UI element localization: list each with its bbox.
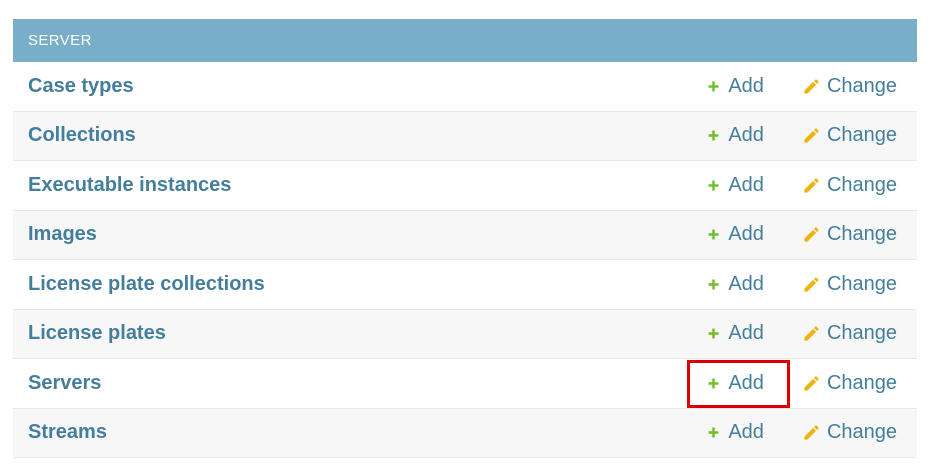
pencil-icon <box>802 423 821 442</box>
plus-icon <box>706 79 721 94</box>
model-row: Streams Add Change <box>13 408 917 458</box>
model-name-cell: Streams <box>13 421 706 444</box>
change-label: Change <box>826 371 897 394</box>
model-link[interactable]: License plate collections <box>28 272 265 295</box>
change-link[interactable]: Change <box>802 322 897 345</box>
pencil-icon <box>802 225 821 244</box>
model-row: Images Add Change <box>13 210 917 260</box>
add-link[interactable]: Add <box>706 273 764 296</box>
plus-icon <box>706 128 721 143</box>
add-link[interactable]: Add <box>706 421 764 444</box>
plus-icon <box>706 425 721 440</box>
add-label: Add <box>728 421 764 444</box>
pencil-icon <box>802 176 821 195</box>
model-link[interactable]: Images <box>28 223 97 246</box>
add-label: Add <box>728 272 764 295</box>
plus-icon <box>706 227 721 242</box>
change-label: Change <box>826 223 897 246</box>
change-link[interactable]: Change <box>802 273 897 296</box>
model-link[interactable]: Case types <box>28 74 134 97</box>
change-label: Change <box>826 173 897 196</box>
app-section-title-link[interactable]: SERVER <box>28 32 92 49</box>
change-link[interactable]: Change <box>802 372 897 395</box>
change-link[interactable]: Change <box>802 223 897 246</box>
change-label: Change <box>826 322 897 345</box>
change-label: Change <box>826 421 897 444</box>
change-link[interactable]: Change <box>802 421 897 444</box>
pencil-icon <box>802 324 821 343</box>
model-row: License plates Add Change <box>13 309 917 359</box>
model-link[interactable]: License plates <box>28 322 166 345</box>
model-name-cell: License plate collections <box>13 273 706 296</box>
app-section-header: SERVER <box>13 19 917 62</box>
model-row: License plate collections Add Change <box>13 260 917 310</box>
pencil-icon <box>802 275 821 294</box>
change-link[interactable]: Change <box>802 75 897 98</box>
model-link[interactable]: Executable instances <box>28 173 232 196</box>
plus-icon <box>706 376 721 391</box>
plus-icon <box>706 178 721 193</box>
model-row: Collections Add Change <box>13 111 917 161</box>
plus-icon <box>706 277 721 292</box>
model-name-cell: Collections <box>13 124 706 147</box>
add-label: Add <box>728 173 764 196</box>
plus-icon <box>706 326 721 341</box>
add-link[interactable]: Add <box>706 124 764 147</box>
pencil-icon <box>802 77 821 96</box>
pencil-icon <box>802 126 821 145</box>
model-name-cell: Executable instances <box>13 174 706 197</box>
change-label: Change <box>826 272 897 295</box>
model-link[interactable]: Streams <box>28 421 107 444</box>
model-row: Case types Add Change <box>13 62 917 112</box>
add-label: Add <box>728 371 764 394</box>
change-link[interactable]: Change <box>802 174 897 197</box>
add-link[interactable]: Add <box>706 322 764 345</box>
change-link[interactable]: Change <box>802 124 897 147</box>
add-link[interactable]: Add <box>706 75 764 98</box>
change-label: Change <box>826 124 897 147</box>
model-name-cell: License plates <box>13 322 706 345</box>
add-label: Add <box>728 223 764 246</box>
model-link[interactable]: Collections <box>28 124 136 147</box>
pencil-icon <box>802 374 821 393</box>
add-label: Add <box>728 74 764 97</box>
add-label: Add <box>728 124 764 147</box>
model-link[interactable]: Servers <box>28 371 102 394</box>
model-row: Servers Add Change <box>13 359 917 409</box>
change-label: Change <box>826 74 897 97</box>
server-app-module: SERVER Case types Add Change Collections <box>13 19 917 458</box>
add-label: Add <box>728 322 764 345</box>
add-link[interactable]: Add <box>706 174 764 197</box>
add-link[interactable]: Add <box>706 372 764 395</box>
add-link[interactable]: Add <box>706 223 764 246</box>
model-list: Case types Add Change Collections Add <box>13 62 917 458</box>
model-name-cell: Servers <box>13 372 706 395</box>
model-row: Executable instances Add Change <box>13 161 917 211</box>
model-name-cell: Case types <box>13 75 706 98</box>
model-name-cell: Images <box>13 223 706 246</box>
